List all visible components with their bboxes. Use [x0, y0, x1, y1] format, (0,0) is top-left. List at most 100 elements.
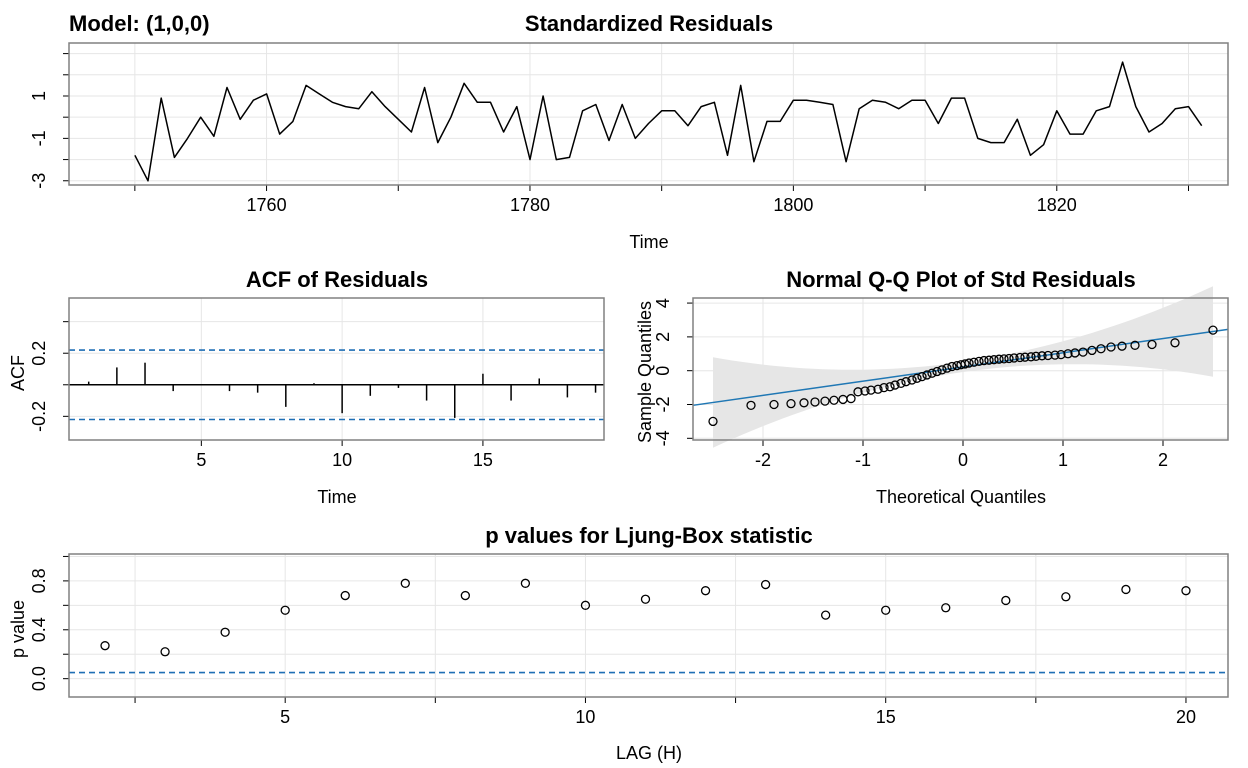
qq-point [927, 368, 937, 378]
residual-series-line [134, 61, 1203, 182]
qq-point [853, 387, 863, 397]
p-value-point [400, 578, 410, 588]
qq-point [1096, 344, 1106, 354]
x-tick-label: 20 [1176, 707, 1196, 727]
x-tick-label: 15 [473, 450, 493, 470]
p-value-point [1121, 584, 1131, 595]
x-tick-label: 5 [280, 707, 290, 727]
qq-point [1015, 352, 1025, 363]
y-tick-label: 0.4 [29, 617, 49, 642]
p-value-point [340, 590, 350, 601]
x-tick-label: 10 [575, 707, 595, 727]
qq-plot-panel: Normal Q-Q Plot of Std Residuals Theoret… [635, 267, 1229, 507]
y-axis-label: ACF [8, 355, 28, 391]
qq-point [932, 366, 942, 377]
plot-border [68, 42, 1229, 186]
x-axis-label: Time [629, 232, 668, 252]
qq-point [960, 359, 970, 369]
plot-border [692, 297, 1229, 441]
p-value-point [760, 579, 771, 590]
qq-point [885, 382, 895, 392]
p-value-point [100, 641, 110, 651]
x-tick-label: 1760 [247, 195, 287, 215]
p-value-point [881, 605, 891, 615]
qq-point [799, 398, 809, 408]
plot-border [68, 553, 1229, 698]
p-value-point [941, 603, 951, 613]
qq-point [810, 397, 820, 407]
qq-point [999, 354, 1009, 364]
qq-point [873, 384, 883, 394]
qq-point [1043, 350, 1053, 361]
panel-title: ACF of Residuals [246, 267, 428, 292]
qq-point [979, 355, 989, 366]
y-axis-label: p value [8, 600, 28, 658]
y-tick-label: -1 [29, 130, 49, 146]
qq-point [1063, 349, 1073, 359]
x-tick-label: -2 [755, 450, 771, 470]
p-value-point [460, 590, 470, 601]
plot-border [68, 297, 605, 441]
qq-point [879, 382, 889, 393]
qq-point [1056, 349, 1066, 360]
x-tick-label: 2 [1158, 450, 1168, 470]
qq-point [1117, 341, 1127, 351]
y-tick-label: 0.8 [29, 568, 49, 593]
qq-point [1026, 352, 1036, 362]
x-axis-label: Time [317, 487, 356, 507]
qq-point [969, 357, 979, 367]
x-tick-label: 1 [1058, 450, 1068, 470]
ljung-box-panel: p values for Ljung-Box statistic LAG (H)… [8, 523, 1229, 763]
y-tick-label: -0.2 [29, 401, 49, 432]
x-tick-label: 10 [332, 450, 352, 470]
x-tick-label: 1780 [510, 195, 550, 215]
qq-point [974, 356, 984, 367]
qq-point [1037, 351, 1047, 361]
qq-point [917, 371, 927, 382]
qq-point [901, 377, 911, 387]
qq-point [942, 363, 952, 373]
qq-point [1147, 339, 1157, 350]
qq-point [1087, 345, 1097, 356]
x-axis-label: Theoretical Quantiles [876, 487, 1046, 507]
x-tick-label: -1 [855, 450, 871, 470]
qq-point [890, 380, 900, 390]
acf-residuals-panel: ACF of Residuals Time ACF 5 10 15 -0.2 0.2 [8, 267, 605, 507]
qq-point [1208, 325, 1218, 335]
qq-point [746, 400, 756, 410]
x-tick-label: 15 [876, 707, 896, 727]
qq-point [947, 361, 957, 372]
p-value-point [220, 627, 230, 637]
y-tick-label: -2 [653, 396, 673, 412]
model-label: Model: (1,0,0) [69, 11, 210, 36]
qq-point [846, 393, 856, 404]
y-tick-label: 0.2 [29, 341, 49, 366]
x-axis-label: LAG (H) [616, 743, 682, 763]
y-axis-label: Sample Quantiles [635, 301, 655, 443]
qq-point [1031, 351, 1041, 361]
p-value-point [280, 605, 290, 615]
qq-point [1170, 338, 1180, 348]
qq-point [989, 355, 999, 365]
qq-point [1130, 340, 1140, 350]
qq-point [1009, 353, 1019, 363]
y-tick-label: -4 [653, 430, 673, 446]
p-value-point [1061, 592, 1071, 602]
qq-point [769, 399, 779, 410]
standardized-residuals-panel: Standardized Residuals Time 1760 1780 1800… [29, 11, 1229, 252]
qq-point [907, 375, 917, 385]
x-tick-label: 0 [958, 450, 968, 470]
y-tick-label: 2 [653, 332, 673, 342]
y-tick-label: 0.0 [29, 666, 49, 691]
x-tick-label: 1820 [1037, 195, 1077, 215]
qq-point [1050, 350, 1060, 360]
p-value-point [160, 647, 170, 657]
qq-point [1078, 347, 1088, 357]
plot-area [69, 43, 1228, 185]
qq-point [786, 399, 796, 409]
p-value-point [580, 600, 591, 610]
p-value-point [700, 586, 711, 596]
p-value-point [1001, 595, 1011, 606]
qq-point [708, 416, 718, 427]
